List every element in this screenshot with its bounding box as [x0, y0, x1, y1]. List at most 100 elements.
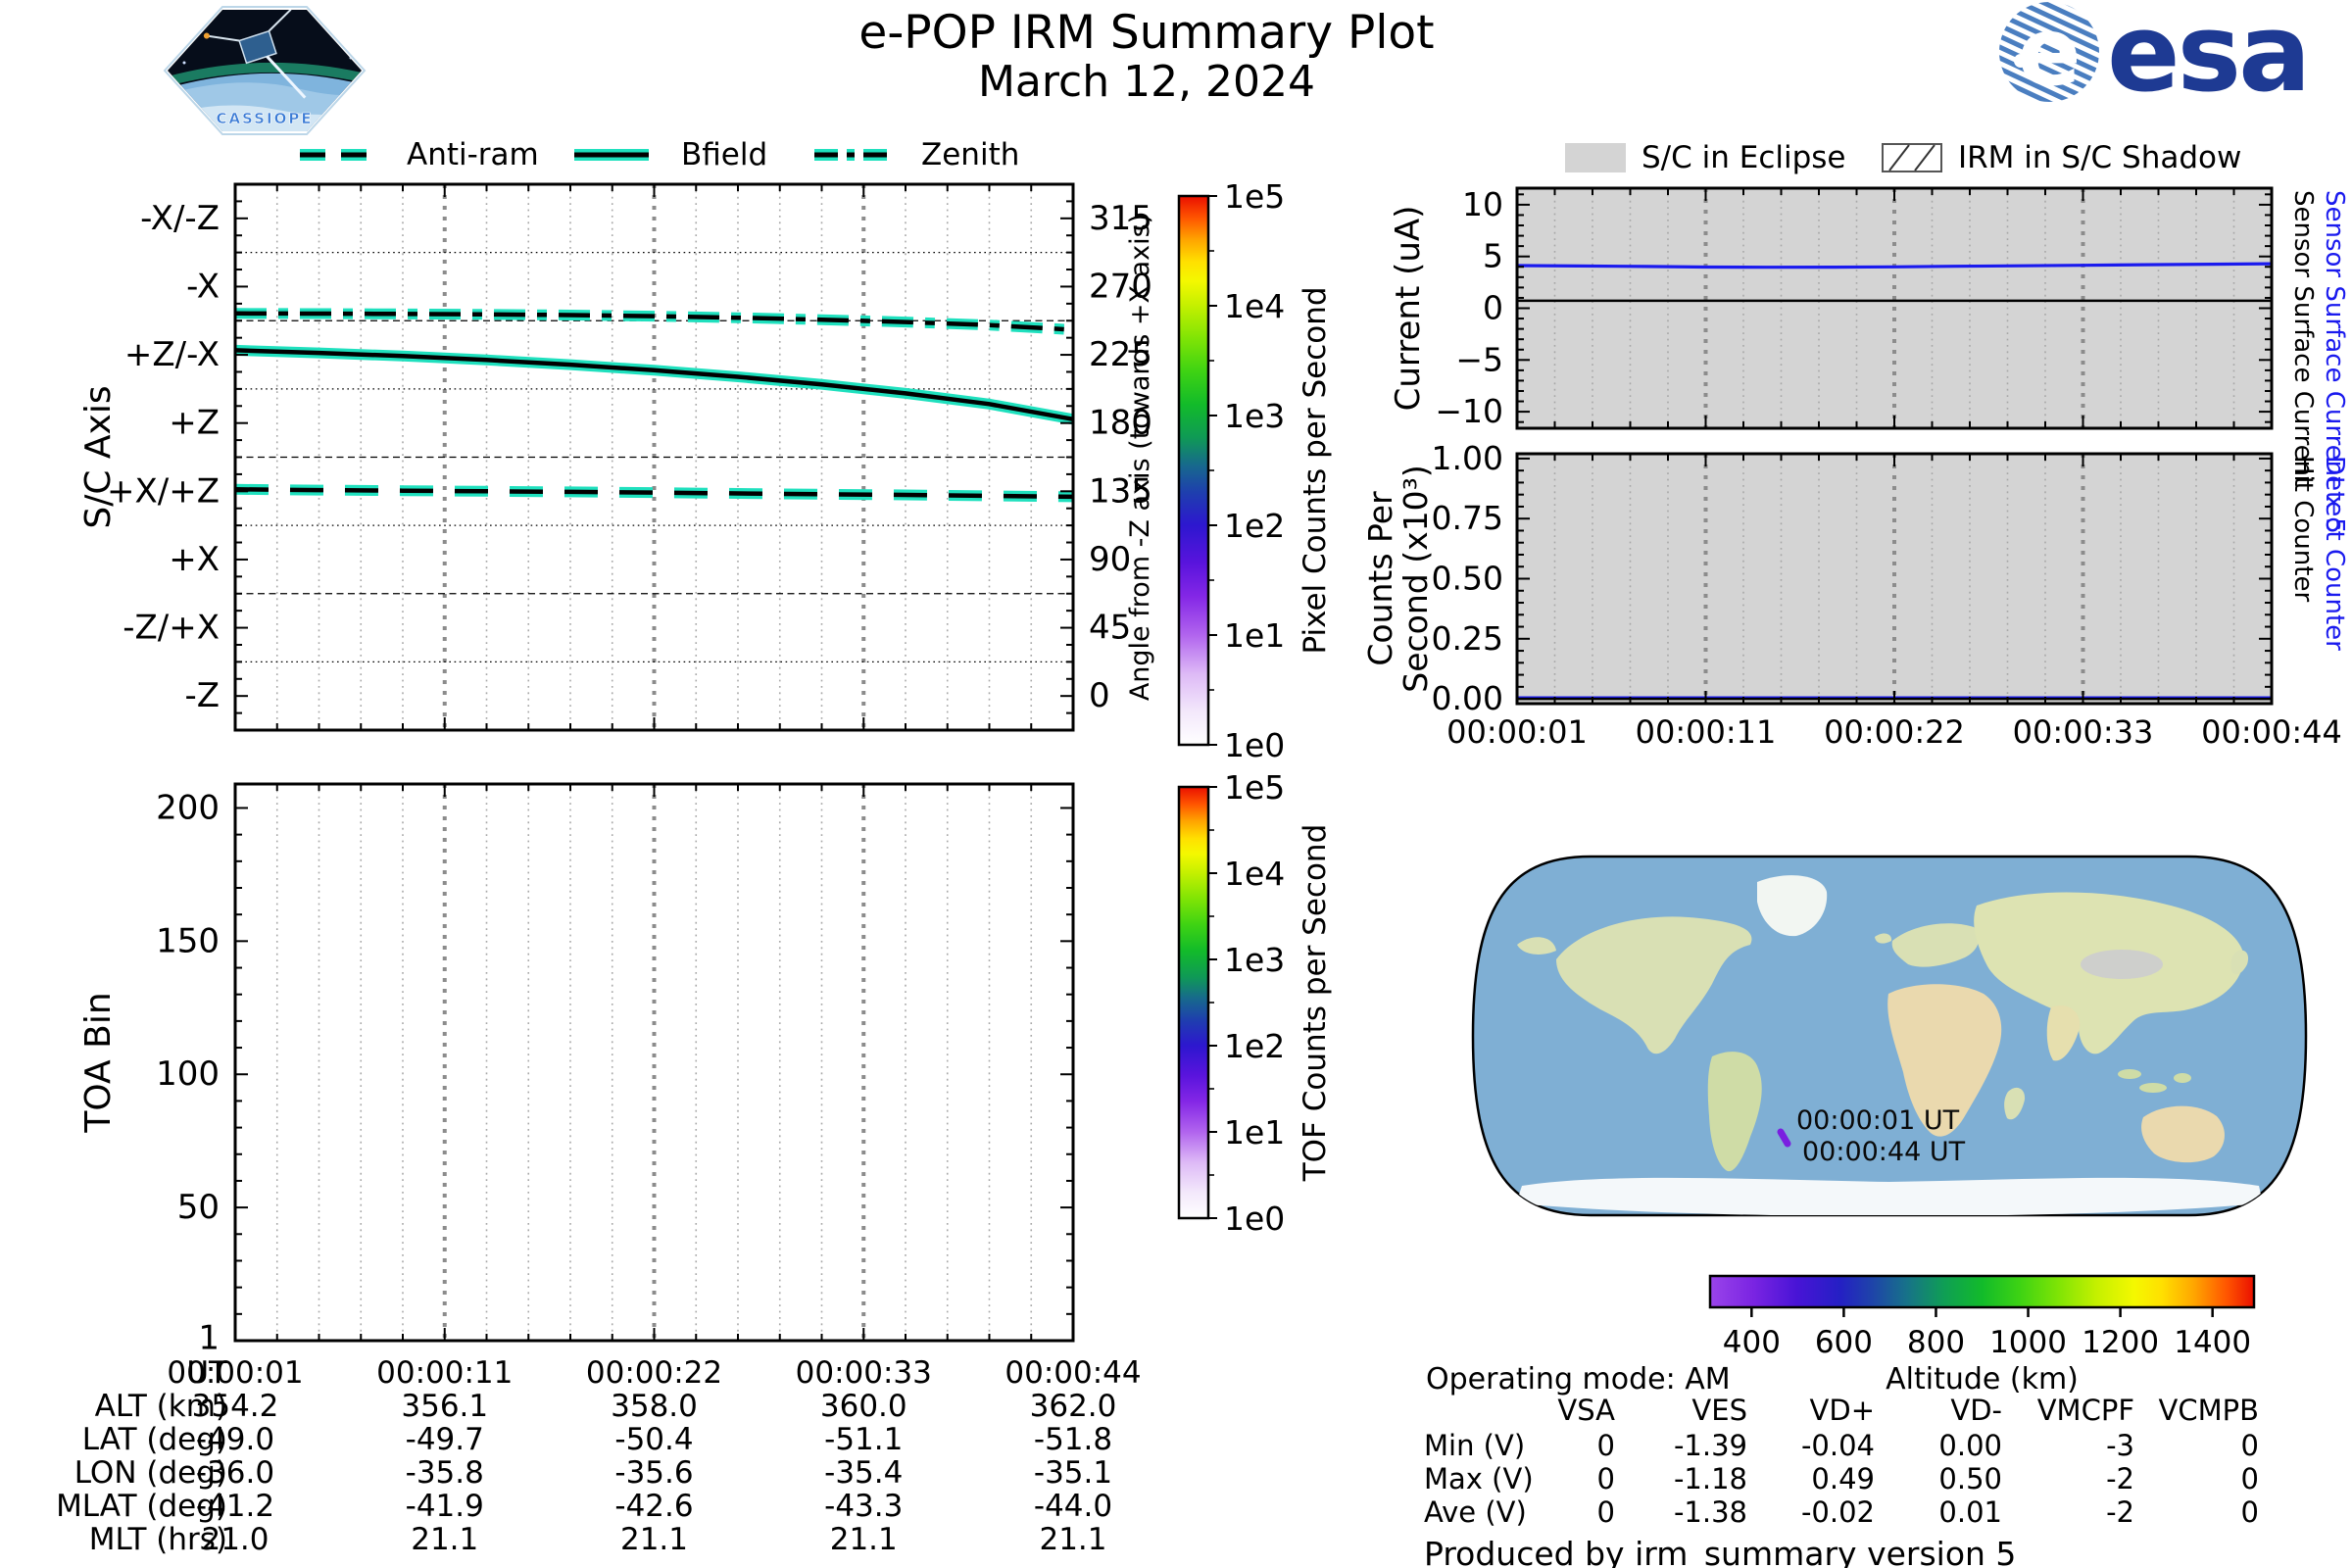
- tof-colorbar-tick-label: 1e4: [1224, 855, 1285, 893]
- altitude-colorbar-bar: [1708, 1274, 2256, 1309]
- voltage-col-header: VSA: [1557, 1394, 1615, 1427]
- ephem-value: -51.1: [824, 1422, 904, 1457]
- sc-axis-name-tick: +Z: [169, 404, 220, 443]
- tof-colorbar-tick-label: 1e2: [1224, 1027, 1285, 1065]
- ephem-row-label: LAT (deg): [81, 1422, 227, 1457]
- current-tick: −5: [1455, 340, 1503, 378]
- sensor-surface-current-x5-label: Sensor Surface Current x 5: [2320, 190, 2349, 534]
- operating-mode-text: Operating mode: AM: [1426, 1362, 1731, 1396]
- time-axis-tick: 00:00:22: [1824, 713, 1965, 751]
- legend-item-anti-ram: Anti-ram: [297, 137, 539, 172]
- ephem-value: 21.1: [1039, 1522, 1107, 1557]
- voltage-value: 0: [2240, 1429, 2259, 1462]
- ephem-value: 21.1: [619, 1522, 689, 1557]
- esa-globe-icon: [1999, 2, 2099, 102]
- sc-axis-name-tick: +Z/-X: [124, 335, 220, 374]
- series-Bfield: [234, 348, 1074, 422]
- tof-colorbar-bar: [1177, 785, 1210, 1220]
- legend-label-irm-shadow: IRM in S/C Shadow: [1958, 140, 2242, 175]
- time-axis-tick: 00:00:33: [2013, 713, 2154, 751]
- counts-tick: 0.50: [1432, 560, 1503, 598]
- ephem-row-label: MLT (hrs): [88, 1522, 227, 1557]
- ephem-value: -35.4: [824, 1455, 904, 1491]
- current-ylabel: Current (uA): [1389, 206, 1428, 412]
- current-tick: 0: [1483, 289, 1503, 327]
- tof-colorbar-tick-label: 1e5: [1224, 768, 1285, 807]
- ephem-value: -41.2: [195, 1489, 275, 1524]
- legend-item-eclipse: S/C in Eclipse: [1565, 140, 1846, 175]
- ephem-value: 21.0: [201, 1522, 270, 1557]
- pixel-colorbar-tick-label: 1e5: [1224, 177, 1285, 216]
- sc-axis-name-tick: -X/-Z: [140, 199, 220, 238]
- ephem-value: -44.0: [1033, 1489, 1113, 1524]
- page-title: e-POP IRM Summary Plot: [858, 6, 1435, 60]
- counts-ylabel-line1: Counts Per: [1361, 491, 1399, 666]
- time-axis-tick: 00:00:01: [1446, 713, 1588, 751]
- voltage-row-label: Max (V): [1424, 1462, 1534, 1495]
- ephem-value: 356.1: [401, 1389, 489, 1424]
- bfield-line-sample-icon: [574, 149, 649, 161]
- cassiope-label: CASSIOPE: [216, 110, 313, 127]
- eclipse-shading: [1517, 454, 2272, 704]
- voltage-value: -1.39: [1673, 1429, 1747, 1462]
- ephem-value: 21.1: [411, 1522, 479, 1557]
- cassiope-patch-graphic: CASSIOPE: [163, 6, 367, 135]
- track-end-time: 00:00:44 UT: [1802, 1137, 1966, 1167]
- series-Zenith: [234, 311, 1074, 332]
- ground-track-map: 00:00:01 UT 00:00:44 UT: [1463, 847, 2316, 1226]
- ephem-value: 00:00:22: [585, 1355, 723, 1391]
- tof-colorbar-tick-label: 1e0: [1224, 1200, 1285, 1238]
- sc-axis-name-tick: -X: [186, 267, 220, 306]
- voltage-col-header: VD-: [1950, 1394, 2002, 1427]
- ephem-value: -35.6: [614, 1455, 694, 1491]
- counts-ylabel-line2: Second (x10³): [1396, 465, 1435, 692]
- pixel-colorbar-tick-label: 1e4: [1224, 287, 1285, 325]
- track-start-time: 00:00:01 UT: [1796, 1105, 1960, 1136]
- ephem-value: 358.0: [611, 1389, 698, 1424]
- altitude-tick-label: 1400: [2174, 1325, 2251, 1360]
- angle-value-tick: 270: [1089, 267, 1152, 306]
- detect-counter-label: Detect Counter: [2320, 456, 2349, 651]
- ephem-row-label: LON (deg): [74, 1455, 227, 1491]
- ephem-value: 00:00:33: [795, 1355, 932, 1391]
- sc-axis-name-tick: -Z/+X: [122, 609, 220, 648]
- sc-axis-name-tick: +X/+Z: [107, 471, 220, 511]
- ephem-value: -42.6: [614, 1489, 694, 1524]
- ephem-row-label: UT: [186, 1355, 227, 1391]
- cassiope-mission-patch: CASSIOPE: [160, 4, 369, 137]
- voltage-row-label: Min (V): [1424, 1429, 1526, 1462]
- ephem-value: 00:00:01: [167, 1355, 304, 1391]
- angle-value-tick: 135: [1089, 471, 1152, 511]
- voltage-value: -3: [2106, 1429, 2134, 1462]
- ephem-value: -50.4: [614, 1422, 694, 1457]
- voltage-col-header: VCMPB: [2158, 1394, 2260, 1427]
- sc-axis-ylabel: S/C Axis: [78, 385, 119, 528]
- series-Anti-ram: [234, 487, 1074, 500]
- current-tick: −10: [1435, 392, 1503, 430]
- counts-tick: 0.25: [1432, 619, 1503, 658]
- angle-value-tick: 0: [1089, 676, 1110, 715]
- voltage-col-header: VMCPF: [2036, 1394, 2134, 1427]
- altitude-tick-label: 400: [1723, 1325, 1781, 1360]
- ephem-value: -51.8: [1033, 1422, 1113, 1457]
- page-subtitle-date: March 12, 2024: [977, 57, 1316, 107]
- angle-value-tick: 45: [1089, 609, 1131, 648]
- altitude-tick-label: 1000: [1989, 1325, 2067, 1360]
- esa-logo-graphic: e esa: [1999, 0, 2311, 116]
- esa-wordmark: esa: [2107, 0, 2308, 104]
- counts-tick: 0.00: [1432, 679, 1503, 717]
- legend-item-irm-shadow: IRM in S/C Shadow: [1882, 140, 2241, 175]
- ephem-value: -49.7: [405, 1422, 484, 1457]
- pixel-colorbar-tick-label: 1e3: [1224, 397, 1285, 435]
- ephem-value: 362.0: [1029, 1389, 1117, 1424]
- pixel-colorbar-tick-label: 1e2: [1224, 507, 1285, 545]
- current-tick: 5: [1483, 237, 1503, 275]
- toa-tick: 100: [156, 1054, 220, 1094]
- ephem-row-label: MLAT (deg): [56, 1489, 227, 1524]
- voltage-value: 0: [1596, 1429, 1615, 1462]
- pixel-colorbar-label: Pixel Counts per Second: [1298, 286, 1333, 654]
- esa-globe-e: e: [2017, 0, 2081, 104]
- esa-logo: e esa: [1997, 0, 2350, 116]
- voltage-value: -2: [2106, 1462, 2134, 1495]
- toa-ylabel: TOA Bin: [78, 992, 119, 1133]
